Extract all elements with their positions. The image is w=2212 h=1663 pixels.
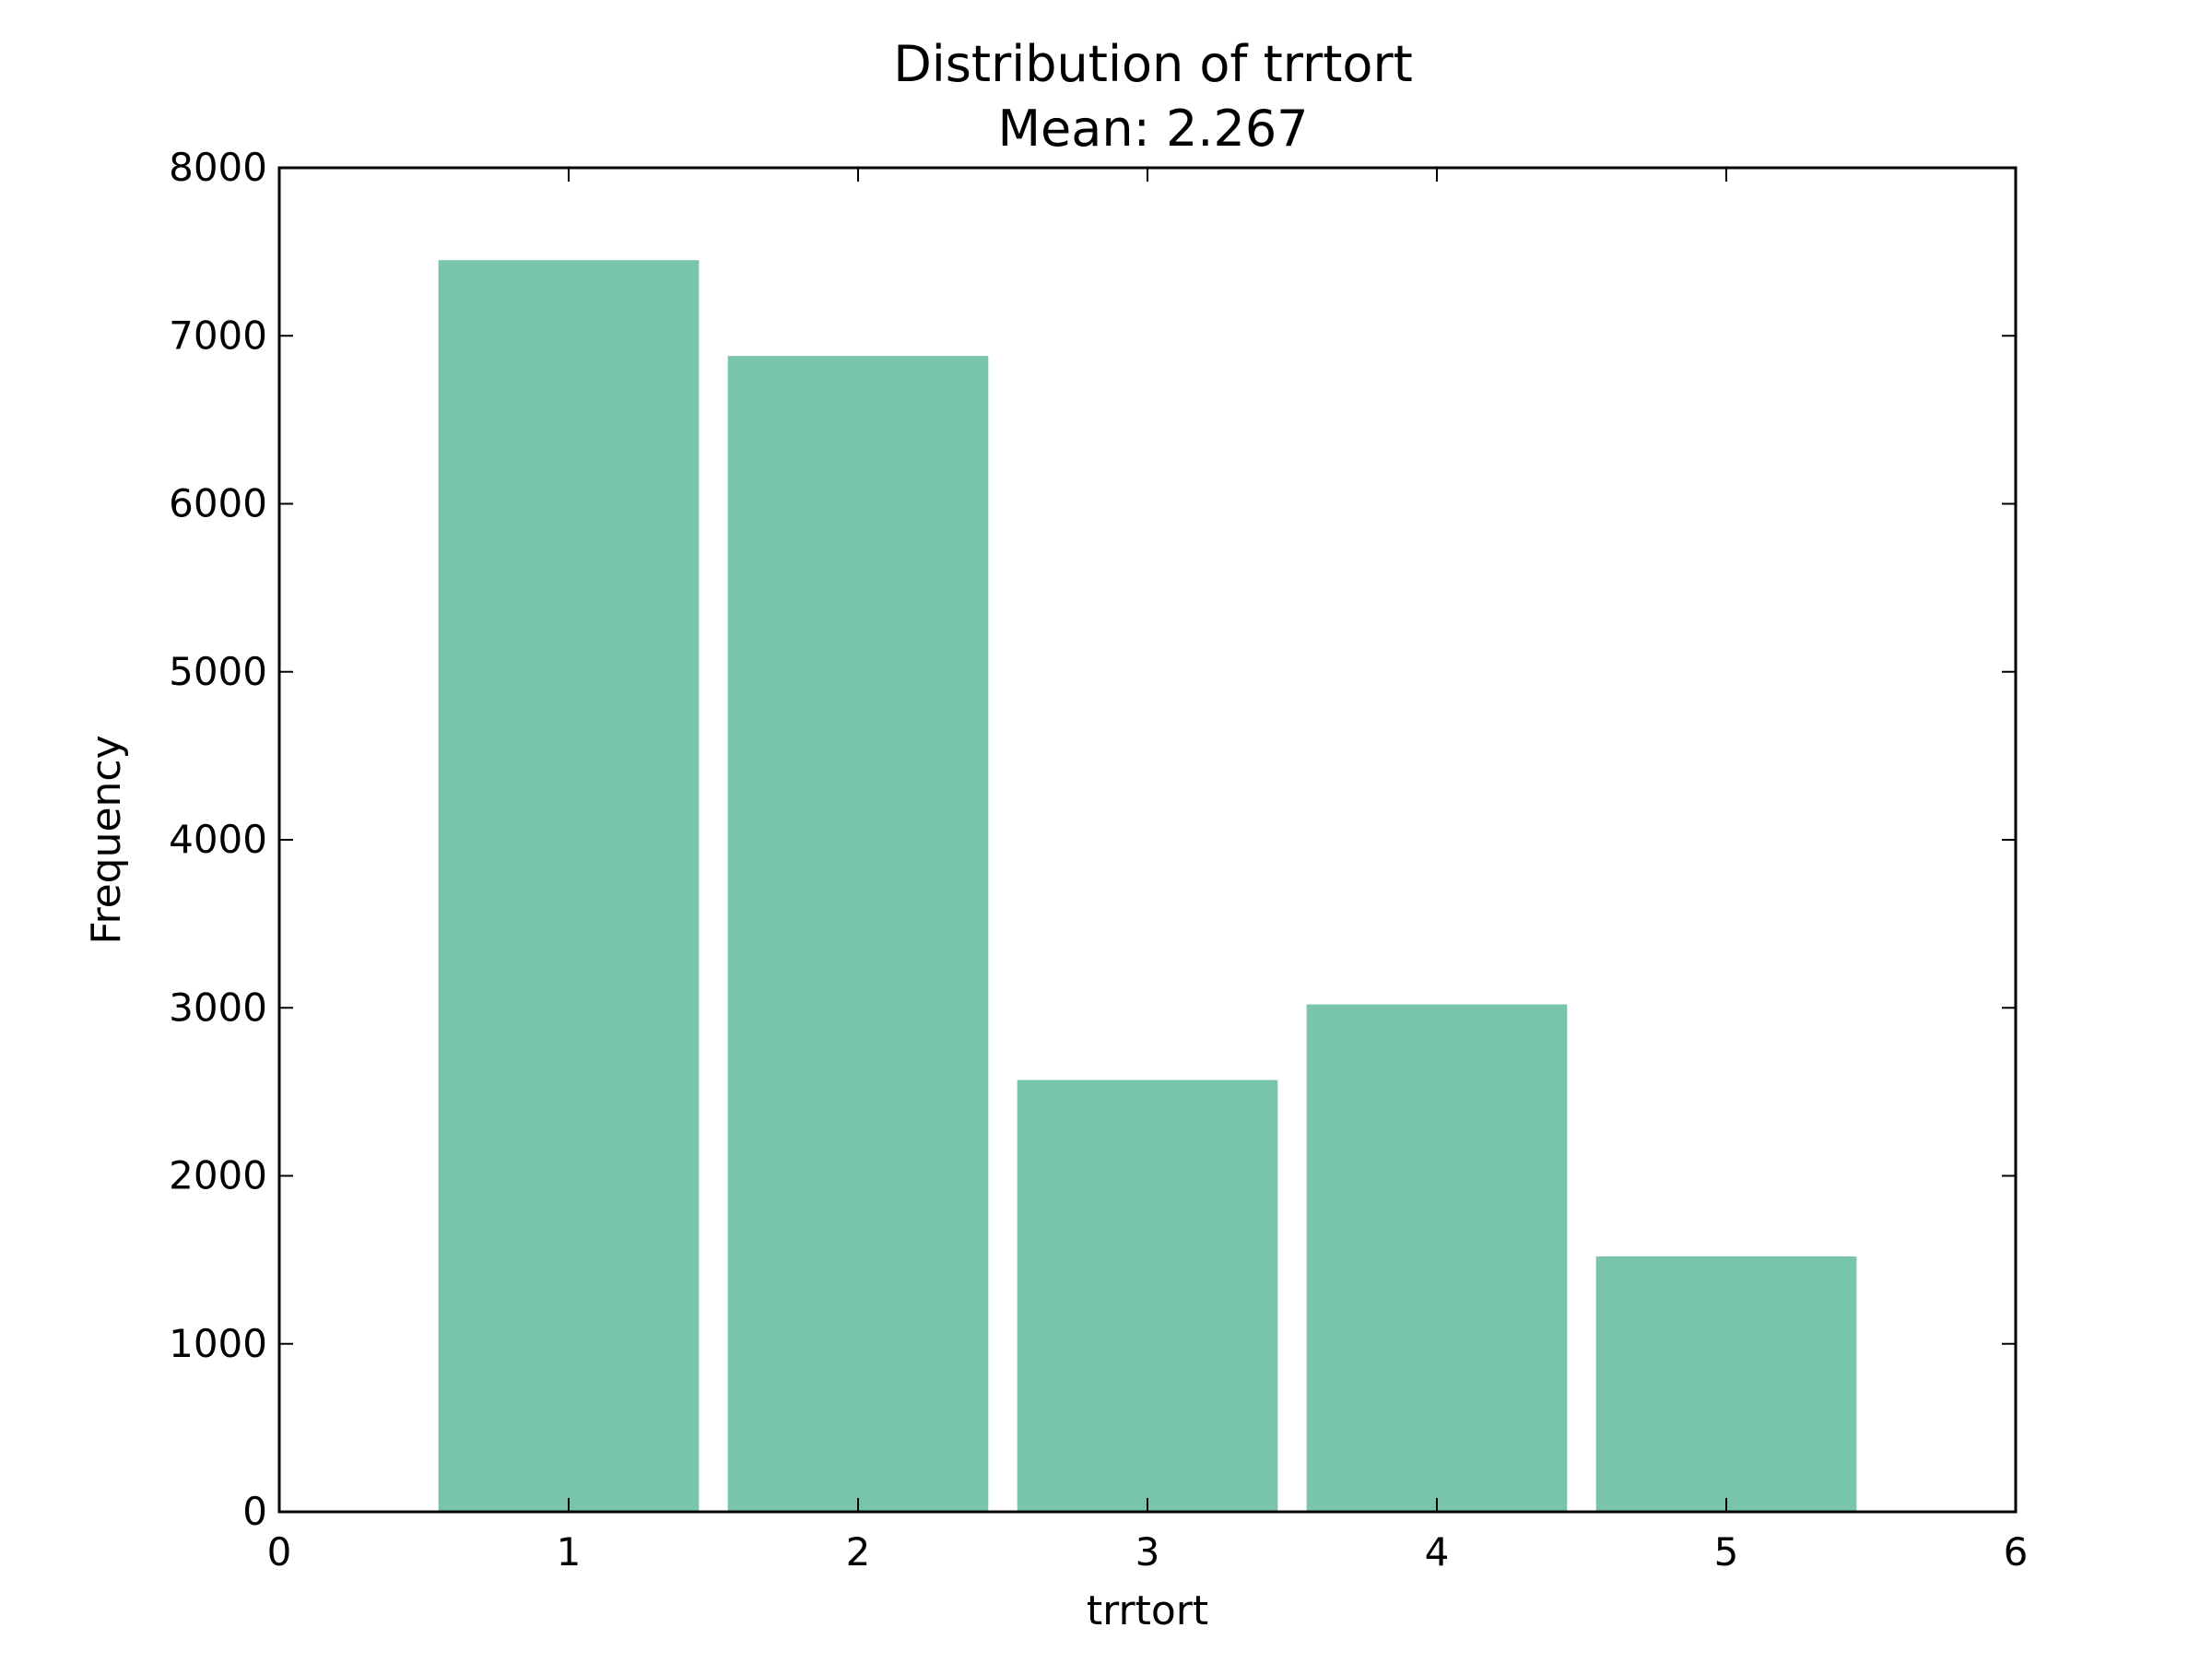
x-tick-label: 4 [1425, 1529, 1450, 1575]
y-tick-label: 7000 [169, 313, 267, 358]
y-tick-label: 0 [242, 1489, 267, 1534]
ticks-group: 0 1 2 3 4 5 6 0 1000 2000 3000 4000 5000 6000 7000 8000 [169, 145, 2028, 1575]
bars-group [438, 260, 1857, 1512]
x-tick-label: 1 [557, 1529, 582, 1575]
bar-2 [727, 356, 989, 1512]
x-tick-label: 6 [2004, 1529, 2029, 1575]
y-tick-label: 6000 [169, 481, 267, 526]
y-tick-label: 8000 [169, 145, 267, 190]
bar-5 [1595, 1256, 1857, 1512]
x-tick-label: 5 [1714, 1529, 1739, 1575]
y-tick-label: 2000 [169, 1153, 267, 1198]
y-tick-label: 3000 [169, 985, 267, 1030]
bar-3 [1017, 1079, 1278, 1512]
y-tick-label: 1000 [169, 1321, 267, 1366]
x-tick-label: 2 [846, 1529, 871, 1575]
plot-frame [277, 166, 2018, 1514]
chart-title: Distribution of trrtort [893, 35, 1413, 93]
y-axis-label: Frequency [83, 735, 130, 944]
y-tick-label: 5000 [169, 649, 267, 694]
chart-subtitle: Mean: 2.267 [997, 100, 1308, 158]
bar-1 [438, 260, 700, 1512]
x-tick-label: 3 [1135, 1529, 1160, 1575]
x-tick-label: 0 [267, 1529, 292, 1575]
bar-4 [1306, 1004, 1568, 1512]
y-tick-label: 4000 [169, 817, 267, 862]
x-axis-label: trrtort [1087, 1587, 1208, 1634]
